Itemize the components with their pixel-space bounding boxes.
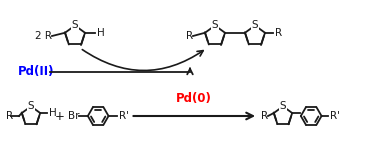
Text: 2 R: 2 R [35,31,52,41]
Text: R: R [6,111,13,121]
Text: Pd(II): Pd(II) [18,66,54,78]
Text: R: R [275,28,282,38]
Text: S: S [212,20,218,31]
Text: S: S [280,101,286,111]
Text: Br: Br [68,111,80,121]
Text: H: H [97,28,105,38]
Text: S: S [252,20,258,31]
Text: R': R' [330,111,339,121]
Text: S: S [28,101,34,111]
Text: R': R' [119,111,129,121]
Text: H: H [49,108,57,118]
Text: R: R [261,111,268,121]
Text: R: R [186,31,193,41]
Text: Pd(0): Pd(0) [176,92,212,105]
Text: +: + [55,109,65,123]
Text: S: S [72,20,78,31]
